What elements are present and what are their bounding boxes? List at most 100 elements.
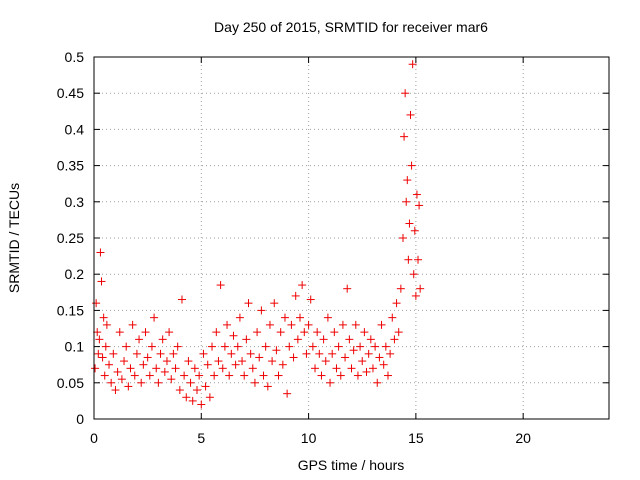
data-point (244, 299, 253, 308)
data-point (377, 320, 386, 329)
data-point (315, 349, 324, 358)
y-tick-label: 0.4 (65, 121, 85, 137)
data-point (263, 382, 272, 391)
data-point (173, 342, 182, 351)
data-point (111, 386, 120, 395)
data-point (122, 342, 131, 351)
data-point (356, 342, 365, 351)
data-point (412, 190, 421, 199)
data-point (404, 255, 413, 264)
data-point (235, 313, 244, 322)
data-point (238, 357, 247, 366)
data-point (317, 371, 326, 380)
data-point (409, 270, 418, 279)
data-point (396, 284, 405, 293)
data-point (300, 328, 309, 337)
data-point (338, 320, 347, 329)
data-point (162, 357, 171, 366)
axes-layer: 0 5 10 15 20 0 0.05 0.1 0.15 0.2 0.25 0.3 0.35 0.4 0.4… (57, 49, 610, 446)
data-point (375, 353, 384, 362)
data-point (379, 360, 388, 369)
data-point (180, 371, 189, 380)
data-point (296, 313, 304, 322)
y-axis-label: SRMTID / TECUs (6, 183, 22, 293)
data-point (233, 342, 242, 351)
x-tick-label: 0 (90, 430, 98, 446)
data-point (321, 357, 330, 366)
y-tick-label: 0.05 (57, 375, 84, 391)
data-point (135, 335, 144, 344)
data-point (101, 342, 110, 351)
data-point (109, 349, 118, 358)
data-point (394, 328, 403, 337)
data-point (306, 295, 315, 304)
data-point (343, 284, 352, 293)
y-tick-label: 0.25 (57, 230, 84, 246)
data-point (399, 234, 407, 242)
data-point (259, 371, 268, 380)
data-point (414, 255, 423, 264)
data-point (406, 110, 415, 119)
data-point (229, 331, 238, 340)
grid-layer (94, 57, 609, 419)
data-point (407, 161, 416, 170)
data-point (218, 364, 227, 373)
data-point (255, 353, 264, 362)
data-point (102, 320, 111, 329)
data-point (302, 349, 311, 358)
data-point (388, 313, 397, 322)
data-point (227, 349, 236, 358)
data-point (190, 364, 199, 373)
data-point (410, 226, 419, 235)
data-point (193, 386, 201, 395)
data-point (210, 371, 219, 380)
data-point (362, 367, 371, 376)
x-axis-label: GPS time / hours (298, 457, 405, 473)
data-point (392, 299, 401, 308)
data-point (132, 349, 141, 358)
data-point (293, 335, 302, 344)
data-point (323, 313, 332, 322)
data-point (278, 360, 287, 369)
data-point (345, 335, 354, 344)
data-point (95, 335, 104, 344)
data-point (115, 328, 124, 337)
data-point (400, 132, 409, 141)
data-point (141, 328, 150, 337)
data-point (231, 360, 240, 369)
data-point (128, 320, 137, 329)
data-point (246, 349, 255, 358)
data-point (177, 295, 186, 304)
data-point (248, 364, 257, 373)
y-tick-label: 0.3 (65, 194, 85, 210)
data-point (105, 360, 114, 369)
data-point (371, 342, 380, 351)
data-point (139, 360, 148, 369)
data-point (334, 342, 343, 351)
data-point (195, 371, 204, 380)
data-point (91, 364, 100, 373)
y-tick-label: 0 (76, 411, 84, 427)
data-point (130, 371, 139, 380)
data-point (319, 335, 328, 344)
data-point (92, 299, 101, 308)
data-point (289, 353, 298, 362)
points-layer (91, 60, 425, 409)
data-point (97, 277, 106, 286)
data-point (383, 371, 392, 380)
data-point (184, 357, 193, 366)
data-point (216, 281, 225, 290)
data-point (308, 342, 317, 351)
data-point (203, 360, 212, 369)
data-point (257, 306, 266, 315)
x-tick-label: 10 (301, 430, 317, 446)
data-point (276, 328, 285, 337)
data-point (212, 328, 221, 337)
data-point (220, 342, 229, 351)
plot-frame (93, 56, 610, 420)
data-point (402, 197, 411, 206)
data-point (274, 371, 283, 380)
chart-title: Day 250 of 2015, SRMTID for receiver mar… (214, 19, 488, 35)
